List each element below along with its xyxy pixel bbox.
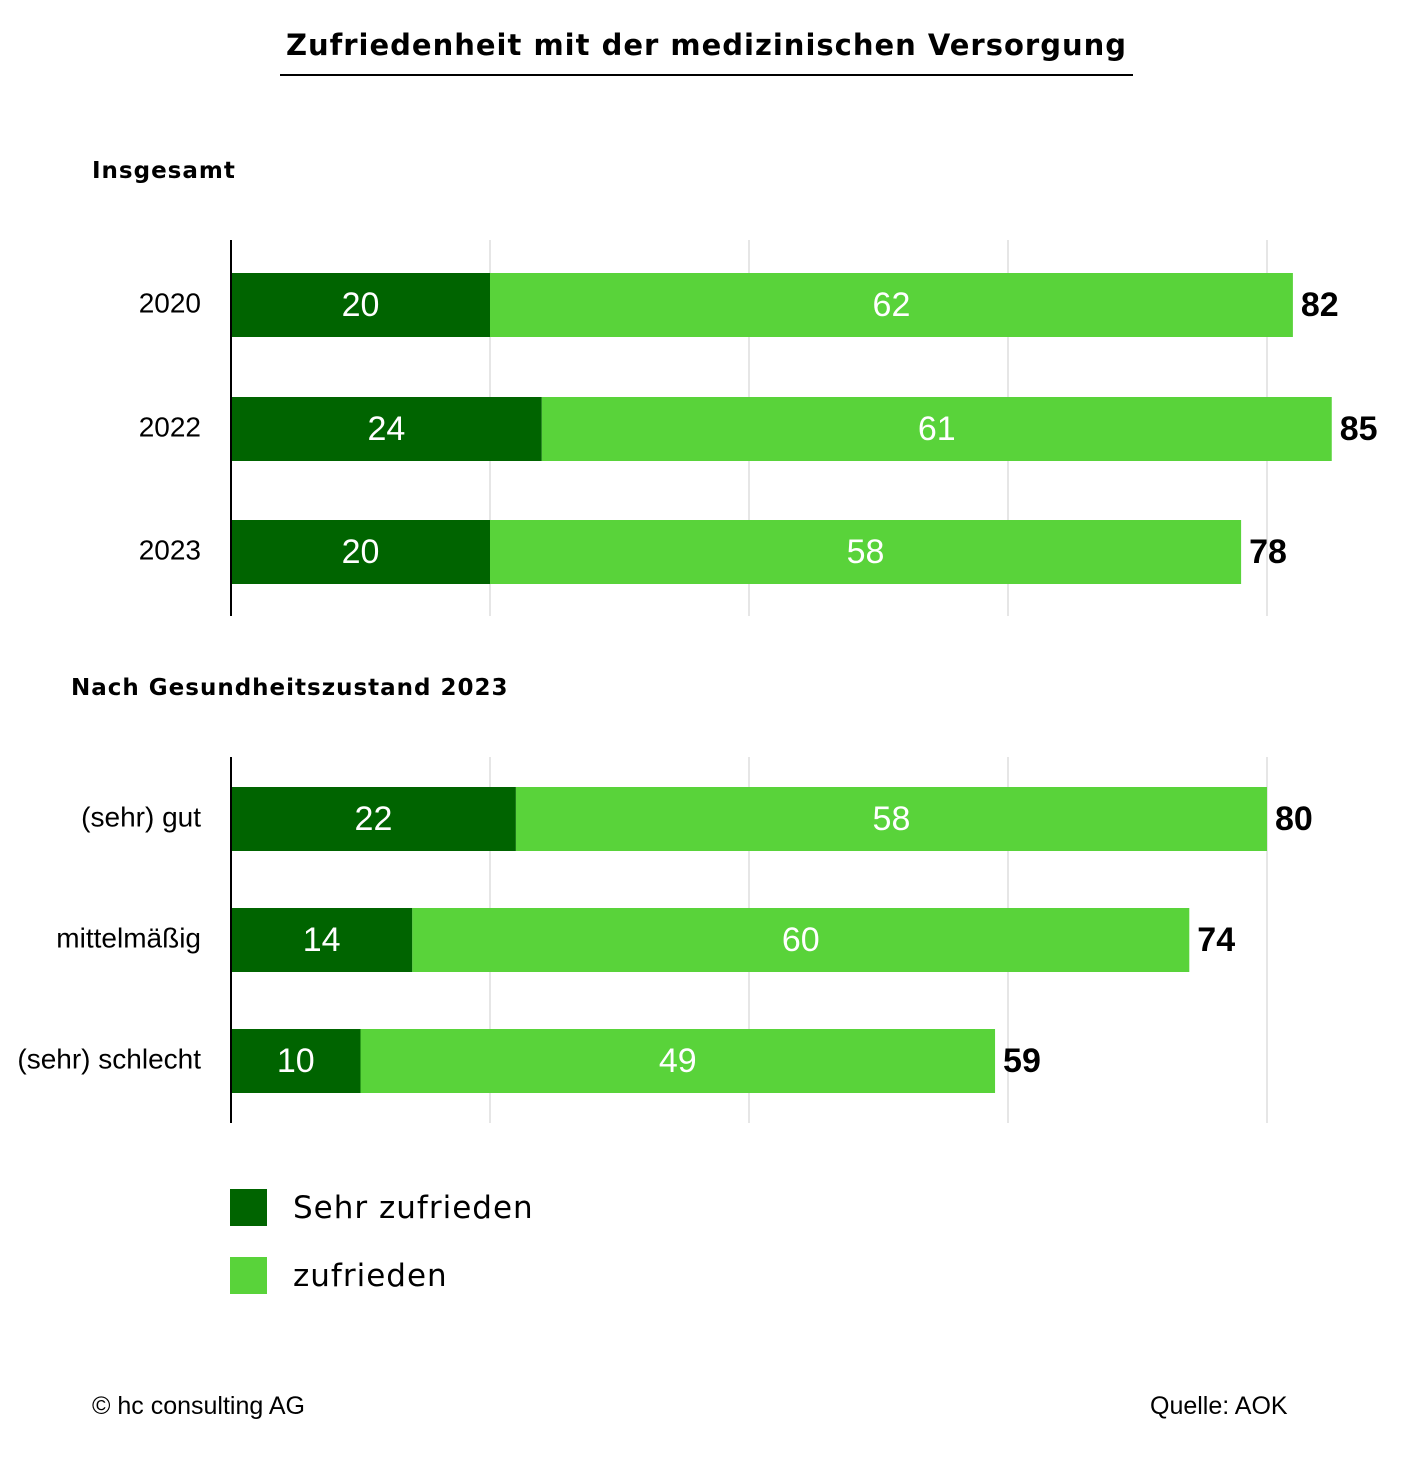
data-label-sehr-zufrieden: 20 <box>342 286 380 324</box>
data-label-zufrieden: 62 <box>873 286 911 324</box>
category-label: (sehr) schlecht <box>17 1043 201 1074</box>
bar-zufrieden <box>541 397 1332 461</box>
bar-zufrieden <box>515 787 1267 851</box>
bar-sehr-zufrieden <box>231 273 490 337</box>
total-label: 78 <box>1249 533 1287 571</box>
category-label: mittelmäßig <box>56 922 201 953</box>
data-label-sehr-zufrieden: 24 <box>367 410 405 448</box>
section-title-insgesamt: Insgesamt <box>92 158 236 184</box>
category-label: 2020 <box>139 287 201 318</box>
data-label-zufrieden: 61 <box>918 410 956 448</box>
bar-zufrieden <box>490 273 1293 337</box>
legend-item-sehr-zufrieden: Sehr zufrieden <box>230 1189 534 1226</box>
total-label: 82 <box>1301 286 1339 324</box>
data-label-sehr-zufrieden: 20 <box>342 533 380 571</box>
category-label: 2022 <box>139 411 201 442</box>
bar-sehr-zufrieden <box>231 787 516 851</box>
total-label: 59 <box>1003 1042 1041 1080</box>
chart-gesundheitszustand: (sehr) gut 22 58 80 mittelmäßig 14 60 74 (sehr) … <box>17 757 1313 1123</box>
bar-sehr-zufrieden <box>231 520 490 584</box>
data-label-sehr-zufrieden: 14 <box>303 921 341 959</box>
legend-swatch-sehr-zufrieden <box>230 1189 267 1226</box>
legend-label-zufrieden: zufrieden <box>293 1257 448 1294</box>
bar-zufrieden <box>412 908 1190 972</box>
section-title-gesundheitszustand: Nach Gesundheitszustand 2023 <box>71 675 509 701</box>
title-underline <box>280 74 1133 76</box>
category-label: 2023 <box>139 534 201 565</box>
bar-zufrieden <box>490 520 1242 584</box>
bar-sehr-zufrieden <box>231 1029 361 1093</box>
footer-copyright: © hc consulting AG <box>92 1392 305 1420</box>
legend-swatch-zufrieden <box>230 1257 267 1294</box>
legend-label-sehr-zufrieden: Sehr zufrieden <box>293 1189 534 1226</box>
total-label: 74 <box>1197 921 1235 959</box>
footer-source: Quelle: AOK <box>1150 1392 1288 1420</box>
total-label: 85 <box>1340 410 1378 448</box>
data-label-sehr-zufrieden: 22 <box>355 800 393 838</box>
data-label-zufrieden: 49 <box>659 1042 697 1080</box>
legend-item-zufrieden: zufrieden <box>230 1257 448 1294</box>
data-label-sehr-zufrieden: 10 <box>277 1042 315 1080</box>
total-label: 80 <box>1275 800 1313 838</box>
data-label-zufrieden: 58 <box>873 800 911 838</box>
category-label: (sehr) gut <box>81 801 201 832</box>
chart-title: Zufriedenheit mit der medizinischen Vers… <box>285 28 1128 62</box>
data-label-zufrieden: 58 <box>847 533 885 571</box>
bar-sehr-zufrieden <box>231 397 542 461</box>
bar-zufrieden <box>360 1029 996 1093</box>
bar-sehr-zufrieden <box>231 908 413 972</box>
data-label-zufrieden: 60 <box>782 921 820 959</box>
